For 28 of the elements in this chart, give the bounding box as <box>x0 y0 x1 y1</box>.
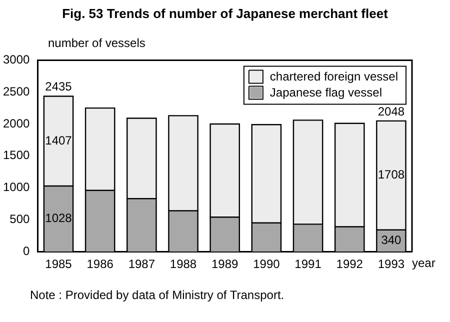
y-axis-title: number of vessels <box>48 36 146 50</box>
legend-label: Japanese flag vessel <box>270 86 382 100</box>
x-tick-label: 1987 <box>128 257 156 272</box>
y-tick-label: 3000 <box>2 52 30 67</box>
y-tick-label: 1500 <box>2 148 30 162</box>
y-tick-label: 0 <box>23 244 30 258</box>
data-label: 340 <box>381 233 402 248</box>
x-tick-label: 1988 <box>170 257 197 272</box>
x-tick-label: 1985 <box>45 257 72 272</box>
x-tick-label: 1990 <box>253 257 280 272</box>
x-tick-label: 1993 <box>378 257 405 272</box>
x-tick-label: 1992 <box>336 257 364 272</box>
total-label: 2048 <box>378 104 405 118</box>
y-tick-label: 2000 <box>2 116 30 130</box>
y-tick-label: 1000 <box>2 180 30 194</box>
y-tick-label: 2500 <box>2 84 30 98</box>
x-axis-title: year <box>412 256 436 270</box>
chart-title: Fig. 53 Trends of number of Japanese merchant fleet <box>61 6 389 21</box>
data-label: 1708 <box>378 168 405 182</box>
text: Note : Provided by data of Ministry of Transport. <box>30 288 284 302</box>
x-tick-label: 1986 <box>86 257 114 272</box>
data-label: 1028 <box>45 211 72 226</box>
data-label: 1407 <box>45 133 72 148</box>
total-label: 2435 <box>45 80 72 94</box>
legend-label: chartered foreign vessel <box>270 70 398 84</box>
x-tick-label: 1991 <box>294 257 322 272</box>
x-tick-label: 1989 <box>211 257 239 272</box>
y-tick-label: 500 <box>10 212 30 226</box>
